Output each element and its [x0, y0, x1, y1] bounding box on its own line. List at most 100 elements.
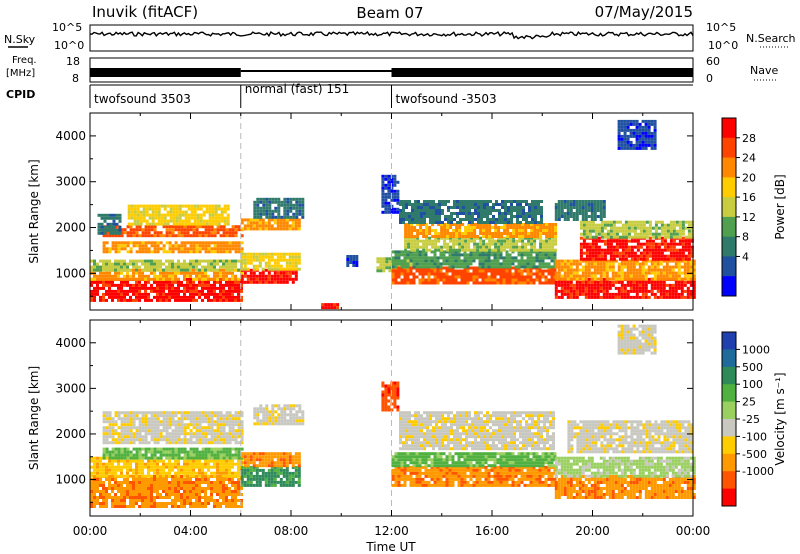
velocity-colorbar-label-1: 500 — [742, 361, 763, 374]
velocity-colorbar-swatch-2 — [722, 366, 736, 385]
power-ylabel: Slant Range [km] — [27, 159, 41, 263]
power-data-region-0 — [90, 277, 243, 302]
power-data-region-8 — [240, 252, 301, 271]
velocity-data-region-12 — [554, 456, 696, 478]
cpid-segment-label-0: twofsound 3503 — [94, 92, 191, 106]
power-data-region-17 — [404, 236, 558, 252]
freq-bar-0 — [90, 68, 241, 77]
freq-tick-top: 18 — [66, 55, 80, 68]
cpid-segment-label-2: twofsound -3503 — [396, 92, 497, 106]
power-colorbar-swatch-1 — [722, 137, 736, 159]
power-colorbar-swatch-5 — [722, 216, 736, 238]
power-colorbar-label-2: 20 — [742, 171, 756, 184]
velocity-data-region-10 — [399, 411, 555, 451]
nsky-tick-bottom-left: 10^0 — [54, 39, 84, 52]
power-colorbar-swatch-6 — [722, 236, 736, 257]
velocity-colorbar-label-5: -100 — [742, 430, 767, 443]
power-colorbar-frame — [721, 117, 737, 297]
power-ytick-label-1: 2000 — [55, 221, 86, 235]
nsky-frame — [89, 24, 694, 52]
velocity-colorbar-label-6: -500 — [742, 448, 767, 461]
velocity-ytick-label-3: 4000 — [55, 336, 86, 350]
power-data-region-24 — [554, 200, 606, 221]
power-colorbar: 28 24 20 16 12 8 4 Power [dB] — [721, 117, 787, 297]
power-data-region-9 — [240, 218, 301, 231]
power-data-region-18 — [404, 223, 558, 238]
time-tick-label-6: 00:00 — [676, 524, 711, 538]
velocity-data-region-7 — [381, 381, 400, 412]
power-data-region-10 — [253, 197, 305, 219]
nave-tick-top: 60 — [706, 55, 720, 68]
time-axis: 00:00 04:00 08:00 12:00 16:00 20:00 00:00 — [73, 524, 711, 538]
time-tick-label-2: 08:00 — [274, 524, 309, 538]
power-data-region-19 — [399, 200, 543, 224]
velocity-colorbar-label-0: 1000 — [742, 343, 770, 356]
velocity-colorbar-swatch-0 — [722, 332, 736, 350]
nsky-trace — [89, 30, 694, 40]
power-colorbar-label-5: 8 — [742, 231, 749, 244]
nave-tick-bottom: 0 — [706, 72, 713, 85]
velocity-data-region-2 — [102, 447, 244, 460]
power-ytick-label-0: 1000 — [55, 266, 86, 280]
velocity-colorbar-swatch-5 — [722, 419, 736, 437]
time-axis-title: Time UT — [365, 540, 416, 554]
power-colorbar-swatch-3 — [722, 177, 736, 198]
beam-title: Beam 07 — [356, 4, 423, 22]
velocity-data-region-0 — [90, 475, 243, 508]
velocity-data-region-5 — [240, 452, 301, 468]
time-tick-label-4: 16:00 — [475, 524, 510, 538]
power-data-region-23 — [579, 220, 694, 239]
freq-tick-bottom: 8 — [72, 72, 79, 85]
freq-bar-1 — [240, 70, 392, 72]
power-colorbar-label-1: 24 — [742, 152, 756, 165]
nsky-tick-top-left: 10^5 — [52, 21, 82, 34]
velocity-panel: 1000 2000 3000 4000 Slant Range [km] — [27, 319, 696, 517]
time-tick-label-1: 04:00 — [173, 524, 208, 538]
time-tick-label-5: 20:00 — [575, 524, 610, 538]
power-data-region-15 — [391, 266, 557, 285]
velocity-colorbar-swatch-4 — [722, 401, 736, 420]
velocity-data-region-4 — [240, 465, 301, 487]
power-colorbar-title: Power [dB] — [773, 174, 787, 239]
power-colorbar-label-6: 4 — [742, 250, 749, 263]
velocity-colorbar-swatch-8 — [722, 471, 736, 490]
power-data-region-25 — [617, 119, 657, 150]
power-colorbar-swatch-7 — [722, 256, 736, 277]
velocity-colorbar-title: Velocity [m s⁻¹] — [773, 372, 787, 465]
time-tick-label-0: 00:00 — [73, 524, 108, 538]
time-tick-label-3: 12:00 — [374, 524, 409, 538]
velocity-data-region-6 — [253, 404, 305, 426]
velocity-data-region-13 — [567, 420, 694, 454]
power-colorbar-label-3: 16 — [742, 191, 756, 204]
velocity-ytick-label-1: 2000 — [55, 427, 86, 441]
power-ytick-label-3: 4000 — [55, 129, 86, 143]
power-colorbar-label-0: 28 — [742, 132, 756, 145]
power-panel: 1000 2000 3000 4000 Slant Range [km] — [27, 112, 696, 311]
nsky-tick-bottom-right: 10^0 — [708, 39, 738, 52]
power-data-region-12 — [346, 255, 359, 267]
power-colorbar-swatch-4 — [722, 197, 736, 218]
cpid-label: CPID — [6, 88, 35, 101]
velocity-colorbar-label-4: -25 — [742, 413, 760, 426]
velocity-data-region-8 — [391, 465, 557, 487]
velocity-data-region-11 — [554, 475, 696, 499]
velocity-colorbar-swatch-1 — [722, 349, 736, 368]
freq-label-2: [MHz] — [6, 68, 35, 79]
power-data-region-7 — [240, 268, 298, 284]
power-colorbar-swatch-8 — [722, 276, 736, 297]
cpid-group: twofsound 3503 normal (fast) 151 twofsound… — [89, 82, 693, 108]
velocity-colorbar-swatch-6 — [722, 436, 736, 455]
velocity-data-region-14 — [617, 324, 657, 355]
freq-bar-2 — [391, 68, 693, 77]
station-title: Inuvik (fitACF) — [92, 3, 198, 21]
power-colorbar-swatch-2 — [722, 157, 736, 178]
cpid-segment-label-1: normal (fast) 151 — [245, 82, 349, 96]
power-data-region-11 — [321, 303, 340, 310]
power-colorbar-label-4: 12 — [742, 211, 756, 224]
nsearch-label: N.Search — [746, 32, 796, 45]
power-data-region-5 — [127, 204, 230, 226]
power-colorbar-swatch-0 — [722, 118, 736, 139]
freq-label-1: Freq. — [12, 55, 37, 66]
